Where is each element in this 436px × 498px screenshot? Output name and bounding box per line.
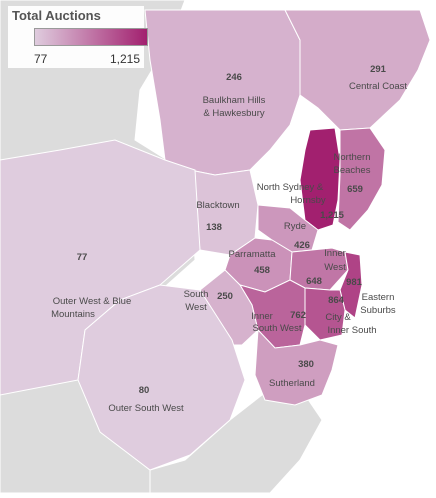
label-layer: Baulkham Hills & Hawkesbury 246 Central Coa…	[51, 64, 407, 414]
region-name-blacktown: Blacktown	[196, 200, 239, 211]
region-name-city-inner-south: City &	[325, 312, 351, 323]
region-name-north-sydney-hornsby: North Sydney &	[257, 182, 324, 193]
legend-color-ramp	[34, 28, 148, 46]
region-value-sutherland: 380	[298, 359, 314, 370]
region-name-eastern-suburbs: Suburbs	[360, 305, 396, 316]
region-value-blacktown: 138	[206, 222, 222, 233]
region-value-inner-west: 648	[306, 276, 322, 287]
region-name-inner-west: Inner	[324, 248, 346, 259]
region-name-sutherland: Sutherland	[269, 378, 315, 389]
region-name-parramatta: Parramatta	[229, 249, 277, 260]
region-name-south-west: West	[185, 302, 207, 313]
legend-min-label: 77	[34, 52, 48, 66]
region-name-city-inner-south: Inner South	[327, 325, 376, 336]
region-outer-west-blue-mountains[interactable]	[0, 139, 201, 396]
region-name-outer-south-west: Outer South West	[108, 403, 184, 414]
region-value-outer-south-west: 80	[139, 385, 150, 396]
region-north-sydney-hornsby[interactable]	[299, 127, 341, 231]
region-name-south-west: South	[184, 289, 209, 300]
region-value-central-coast: 291	[370, 64, 387, 75]
region-outer-south-west[interactable]	[77, 284, 246, 471]
region-name-outer-west-blue-mountains: Outer West & Blue	[53, 296, 132, 307]
region-layer	[0, 9, 431, 471]
region-name-northern-beaches: Northern	[334, 152, 371, 163]
region-name-outer-west-blue-mountains: Mountains	[51, 309, 95, 320]
region-value-baulkham-hills: 246	[226, 72, 242, 83]
region-northern-beaches[interactable]	[337, 127, 386, 231]
region-city-inner-south[interactable]	[304, 287, 346, 341]
region-name-inner-south-west: South West	[253, 323, 302, 334]
region-value-north-sydney-hornsby: 1,215	[320, 210, 344, 221]
region-name-ryde: Ryde	[284, 221, 306, 232]
region-sutherland[interactable]	[254, 328, 339, 406]
region-name-northern-beaches: Beaches	[334, 165, 371, 176]
region-value-northern-beaches: 659	[347, 184, 363, 195]
region-eastern-suburbs[interactable]	[339, 251, 363, 319]
region-value-eastern-suburbs: 981	[346, 277, 363, 288]
region-name-baulkham-hills: & Hawkesbury	[203, 108, 264, 119]
region-value-inner-south-west: 762	[290, 310, 306, 321]
region-name-central-coast: Central Coast	[349, 81, 407, 92]
region-blacktown[interactable]	[189, 169, 259, 256]
region-name-eastern-suburbs: Eastern	[362, 292, 395, 303]
region-value-city-inner-south: 864	[328, 295, 345, 306]
color-legend: Total Auctions 77 1,215	[8, 6, 148, 68]
region-name-inner-south-west: Inner	[251, 311, 273, 322]
region-name-north-sydney-hornsby: Hornsby	[290, 195, 326, 206]
region-value-ryde: 426	[294, 240, 310, 251]
region-value-south-west: 250	[217, 291, 233, 302]
region-name-inner-west: West	[324, 262, 346, 273]
legend-title: Total Auctions	[12, 8, 101, 23]
legend-max-label: 1,215	[109, 52, 140, 66]
region-value-parramatta: 458	[254, 265, 270, 276]
region-name-baulkham-hills: Baulkham Hills	[203, 95, 266, 106]
region-value-outer-west-blue-mountains: 77	[77, 252, 88, 263]
